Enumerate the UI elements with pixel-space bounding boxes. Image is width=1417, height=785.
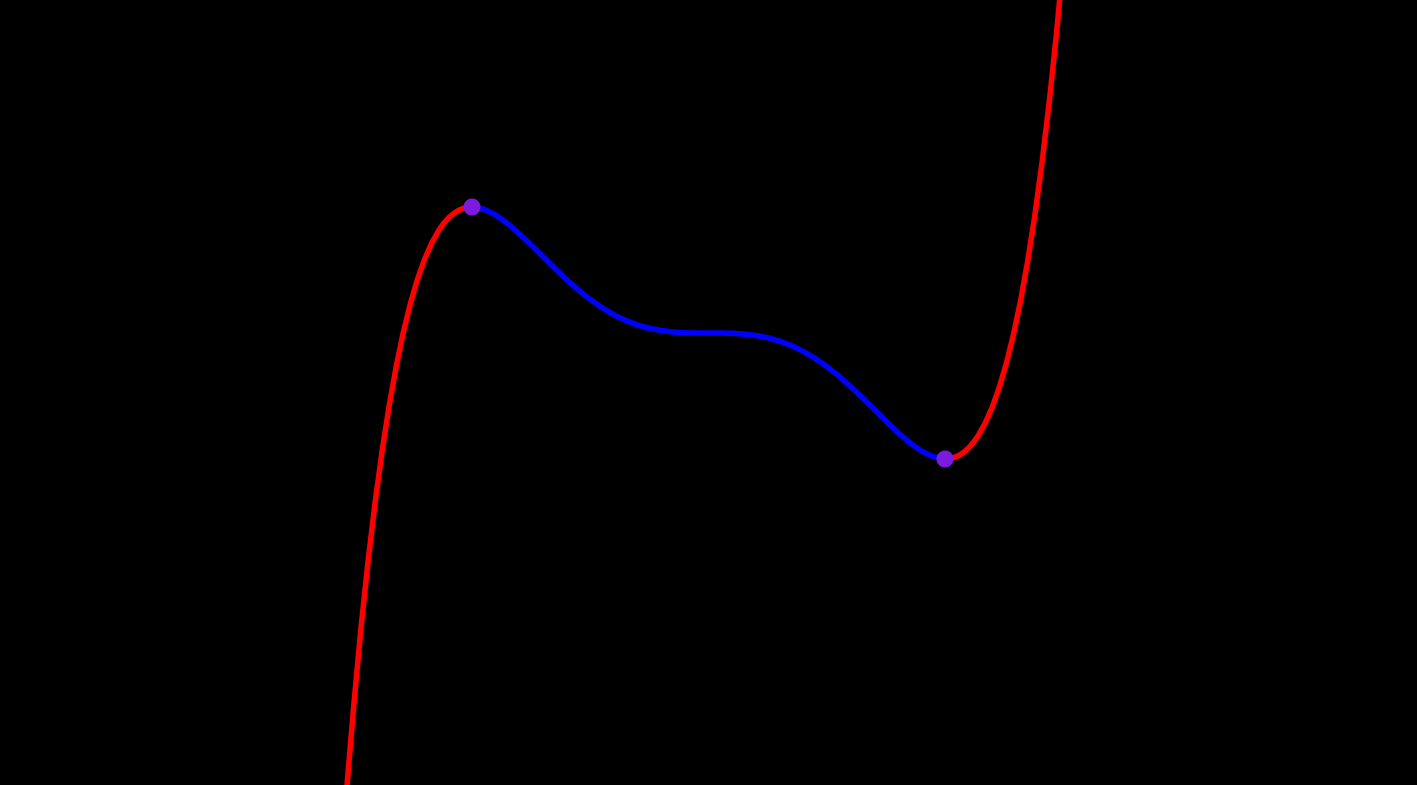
curve-middle-blue-branch[interactable] xyxy=(469,204,948,462)
curve-right-red-branch[interactable] xyxy=(942,0,1063,462)
curve-left-red-branch[interactable] xyxy=(344,204,475,785)
local-minimum-point[interactable] xyxy=(936,450,954,468)
local-maximum-point[interactable] xyxy=(463,198,481,216)
